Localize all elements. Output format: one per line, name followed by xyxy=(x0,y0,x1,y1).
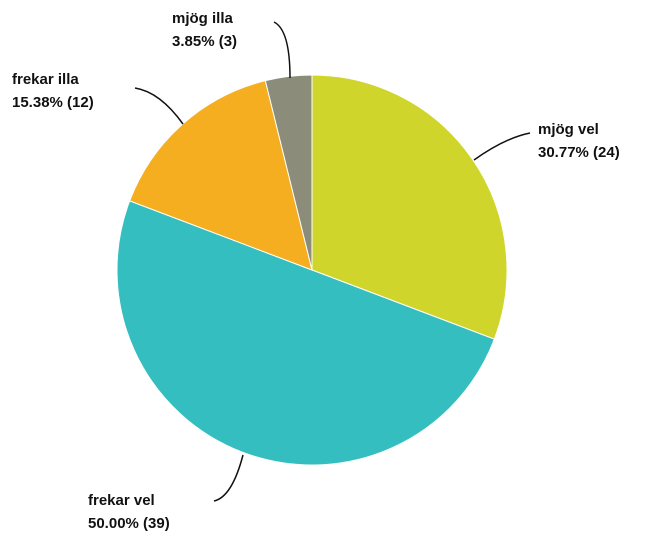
slice-label: mjög illa xyxy=(172,10,234,27)
pie-slice xyxy=(116,200,495,466)
slice-value-label: 3.85% (3) xyxy=(172,33,237,50)
pie-slice xyxy=(264,74,313,271)
leader-line xyxy=(134,87,184,125)
slice-label: frekar vel xyxy=(88,492,155,509)
slice-value-label: 30.77% (24) xyxy=(538,144,620,161)
slice-value-label: 50.00% (39) xyxy=(88,515,170,532)
leader-line xyxy=(273,21,291,79)
slice-label: frekar illa xyxy=(12,71,79,88)
pie-slice xyxy=(311,74,508,340)
slice-label: mjög vel xyxy=(538,121,599,138)
leader-line xyxy=(473,132,531,161)
slice-value-label: 15.38% (12) xyxy=(12,94,94,111)
leader-line xyxy=(213,454,244,502)
